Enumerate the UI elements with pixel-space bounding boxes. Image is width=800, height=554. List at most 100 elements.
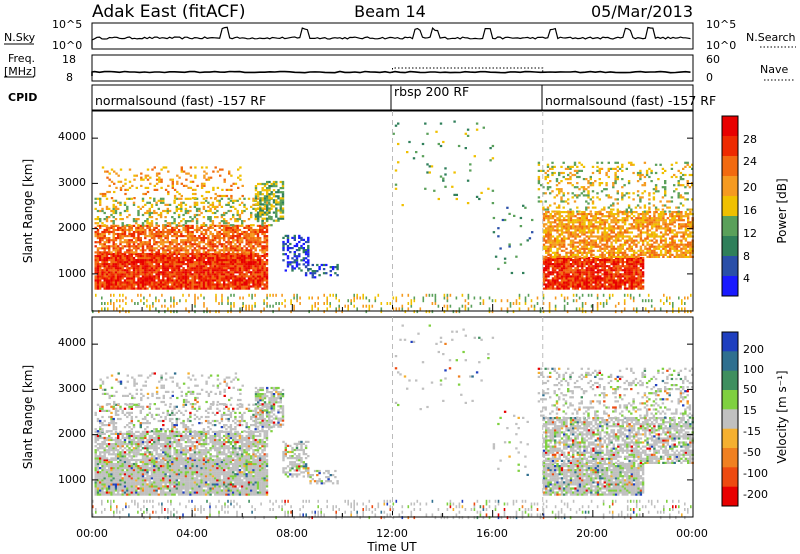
echo-cell (112, 232, 115, 236)
echo-cell (191, 279, 194, 282)
echo-cell (605, 247, 609, 250)
echo-cell (103, 265, 106, 268)
echo-cell (157, 230, 160, 234)
echo-cell (578, 259, 582, 262)
echo-cell (254, 269, 257, 272)
echo-cell (191, 249, 194, 252)
echo-cell (590, 229, 593, 232)
echo-cell (227, 267, 230, 270)
echo-cell (630, 237, 633, 240)
echo-cell (141, 279, 145, 282)
echo-cell (135, 241, 138, 244)
echo-cell (678, 249, 681, 252)
echo-cell (646, 229, 649, 232)
echo-cell (155, 230, 158, 234)
echo-cell (618, 167, 622, 170)
echo-cell (581, 247, 584, 250)
echo-cell (576, 175, 579, 179)
echo-cell (144, 254, 147, 258)
echo-cell (184, 275, 188, 278)
echo-cell (590, 259, 593, 262)
echo-cell (664, 225, 667, 228)
echo-cell (101, 273, 104, 276)
echo-cell (639, 265, 643, 268)
echo-cell (189, 205, 192, 208)
echo-cell (572, 283, 575, 286)
echo-cell (103, 232, 106, 236)
echo-cell (612, 251, 615, 254)
echo-cell (223, 220, 226, 223)
echo-cell (117, 279, 120, 282)
echo-cell (603, 259, 606, 262)
echo-cell (137, 287, 140, 290)
echo-cell (313, 272, 317, 275)
echo-cell (141, 241, 145, 244)
echo-cell (659, 227, 663, 230)
echo-cell (223, 218, 226, 221)
echo-cell (617, 239, 620, 242)
echo-cell (247, 256, 251, 260)
echo-cell (225, 194, 229, 198)
echo-cell (626, 261, 629, 264)
echo-cell (626, 265, 629, 268)
echo-cell (227, 263, 230, 266)
echo-cell (623, 287, 627, 290)
echo-cell (173, 249, 176, 252)
echo-cell (558, 275, 561, 278)
echo-cell (150, 237, 154, 240)
echo-cell (281, 193, 285, 196)
echo-cell (159, 271, 163, 274)
echo-cell (110, 230, 113, 234)
echo-cell (182, 283, 185, 286)
echo-cell (132, 287, 136, 290)
echo-cell (585, 235, 588, 238)
echo-cell (580, 186, 583, 189)
echo-cell (168, 245, 172, 248)
echo-cell (284, 269, 287, 272)
echo-cell (605, 265, 609, 268)
echo-cell (175, 247, 178, 250)
echo-cell (610, 237, 613, 240)
echo-cell (625, 208, 628, 211)
echo-cell (228, 172, 231, 175)
echo-cell (578, 247, 582, 250)
echo-cell (236, 269, 239, 272)
echo-cell (121, 218, 124, 221)
echo-cell (159, 254, 163, 258)
echo-cell (148, 285, 151, 288)
echo-cell (313, 276, 317, 279)
echo-cell (177, 273, 181, 276)
echo-cell (671, 213, 674, 216)
echo-cell (243, 203, 246, 206)
echo-cell (596, 169, 599, 172)
echo-cell (265, 243, 269, 246)
echo-cell (175, 263, 178, 266)
echo-cell (635, 251, 638, 254)
echo-cell (257, 182, 260, 186)
echo-cell (556, 223, 559, 226)
echo-cell (673, 217, 676, 220)
echo-cell (167, 190, 170, 194)
echo-cell (675, 249, 679, 252)
echo-cell (626, 239, 629, 242)
echo-cell (241, 281, 244, 284)
echo-cell (259, 224, 262, 227)
echo-cell (254, 247, 257, 250)
echo-cell (635, 265, 638, 268)
echo-cell (585, 269, 588, 272)
echo-cell (632, 273, 636, 276)
echo-cell (225, 279, 228, 282)
echo-cell (148, 211, 151, 215)
echo-cell (141, 224, 145, 227)
echo-cell (241, 287, 244, 290)
echo-cell (180, 241, 183, 244)
echo-cell (635, 243, 638, 246)
echo-cell (598, 171, 601, 175)
echo-cell (180, 209, 183, 213)
echo-cell (186, 211, 190, 215)
echo-cell (549, 243, 552, 246)
echo-cell (549, 247, 552, 250)
echo-cell (302, 259, 305, 262)
echo-cell (567, 219, 570, 222)
echo-cell (627, 180, 631, 183)
